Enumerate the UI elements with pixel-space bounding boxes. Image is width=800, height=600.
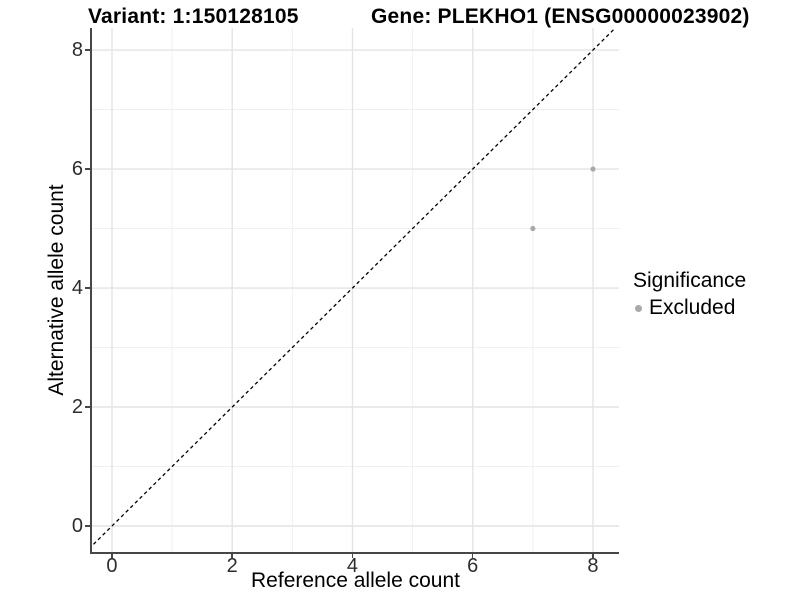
x-tick-mark: [111, 554, 113, 558]
x-tick-label: 6: [467, 555, 479, 577]
y-tick-mark: [85, 287, 90, 289]
y-tick-mark: [85, 525, 90, 527]
y-tick-mark: [85, 49, 90, 51]
gene-title: Gene: PLEKHO1 (ENSG00000023902): [371, 5, 750, 28]
plot-panel: [90, 28, 619, 554]
legend-entry-label: Excluded: [649, 296, 736, 319]
y-tick-label: 2: [71, 396, 83, 418]
y-axis-label: Alternative allele count: [45, 184, 68, 396]
data-point: [590, 166, 596, 172]
legend-title: Significance: [633, 269, 747, 292]
y-tick-mark: [85, 168, 90, 170]
variant-title: Variant: 1:150128105: [88, 5, 299, 28]
y-tick-label: 6: [71, 158, 83, 181]
y-tick-label: 0: [71, 515, 83, 537]
legend-entry-excluded: Excluded: [633, 296, 746, 320]
x-tick-mark: [351, 554, 354, 558]
x-tick-label: 4: [346, 555, 359, 577]
x-tick-label: 2: [226, 555, 238, 577]
x-tick-mark: [592, 554, 594, 558]
legend: Significance Excluded: [633, 268, 746, 320]
x-axis-label: Reference allele count: [251, 569, 460, 592]
identity-line: [92, 28, 617, 547]
x-tick-label: 0: [106, 555, 118, 577]
x-tick-mark: [471, 554, 474, 558]
y-tick-label: 4: [71, 277, 83, 300]
chart-canvas: [92, 28, 619, 552]
legend-point-icon: [635, 304, 642, 312]
x-tick-label: 8: [587, 555, 599, 577]
y-tick-mark: [85, 406, 90, 408]
x-tick-mark: [231, 554, 233, 558]
y-tick-label: 8: [71, 39, 83, 62]
data-point: [530, 225, 536, 232]
